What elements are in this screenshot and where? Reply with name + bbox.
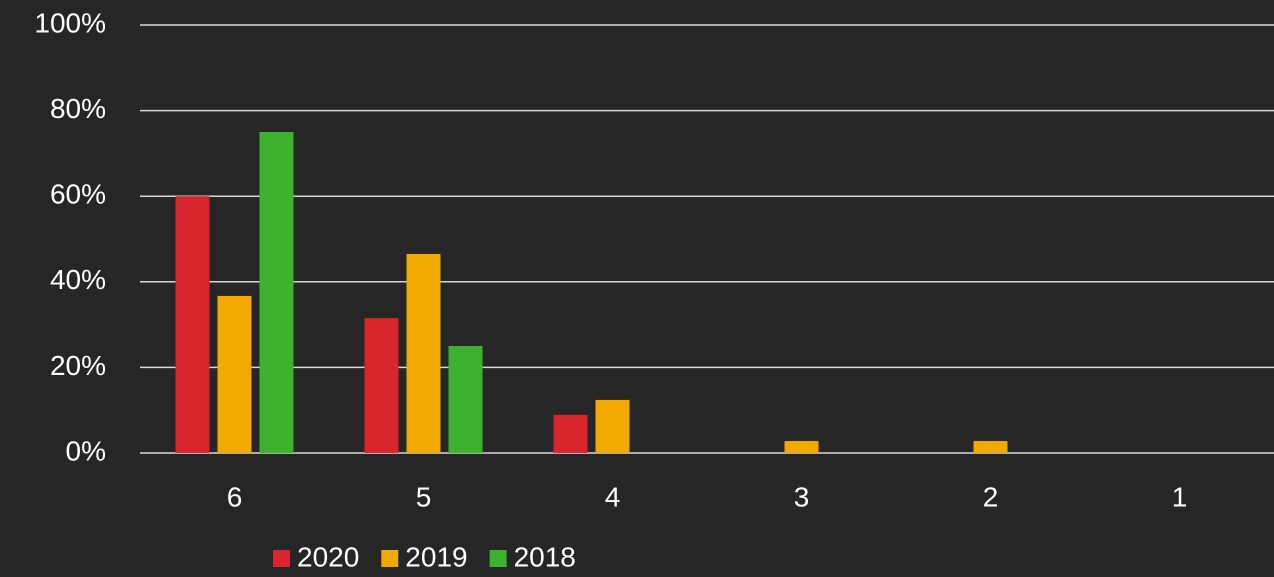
- bar: [973, 441, 1008, 453]
- bar: [406, 253, 441, 453]
- y-tick-label: 60%: [50, 179, 106, 210]
- legend-label: 2018: [514, 541, 576, 572]
- bar: [784, 441, 819, 453]
- legend-label: 2020: [297, 541, 359, 572]
- x-tick-label: 6: [227, 481, 243, 512]
- bar: [553, 414, 588, 453]
- x-tick-label: 3: [794, 481, 810, 512]
- bar: [448, 346, 483, 453]
- bar: [364, 318, 399, 453]
- bar: [259, 132, 294, 453]
- legend-swatch: [273, 550, 290, 567]
- x-tick-label: 5: [416, 481, 432, 512]
- legend-label: 2019: [405, 541, 467, 572]
- y-tick-label: 40%: [50, 264, 106, 295]
- y-tick-label: 0%: [66, 435, 106, 466]
- x-tick-label: 4: [605, 481, 621, 512]
- y-tick-label: 20%: [50, 350, 106, 381]
- y-tick-label: 80%: [50, 93, 106, 124]
- legend-swatch: [381, 550, 399, 567]
- bar: [217, 295, 252, 453]
- x-tick-label: 2: [983, 481, 999, 512]
- bar: [595, 399, 630, 453]
- bar: [175, 196, 210, 453]
- y-tick-label: 100%: [34, 7, 106, 38]
- legend-swatch: [489, 550, 507, 567]
- x-tick-label: 1: [1172, 481, 1188, 512]
